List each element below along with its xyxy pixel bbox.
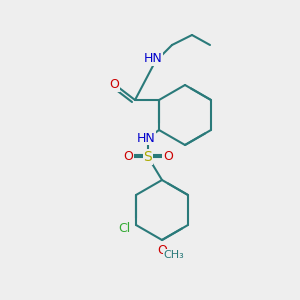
Text: S: S: [144, 150, 152, 164]
Text: O: O: [123, 151, 133, 164]
Text: HN: HN: [144, 52, 162, 65]
Text: CH₃: CH₃: [164, 250, 184, 260]
Text: HN: HN: [136, 131, 155, 145]
Text: O: O: [163, 151, 173, 164]
Text: O: O: [109, 79, 119, 92]
Text: Cl: Cl: [118, 223, 130, 236]
Text: O: O: [157, 244, 167, 256]
